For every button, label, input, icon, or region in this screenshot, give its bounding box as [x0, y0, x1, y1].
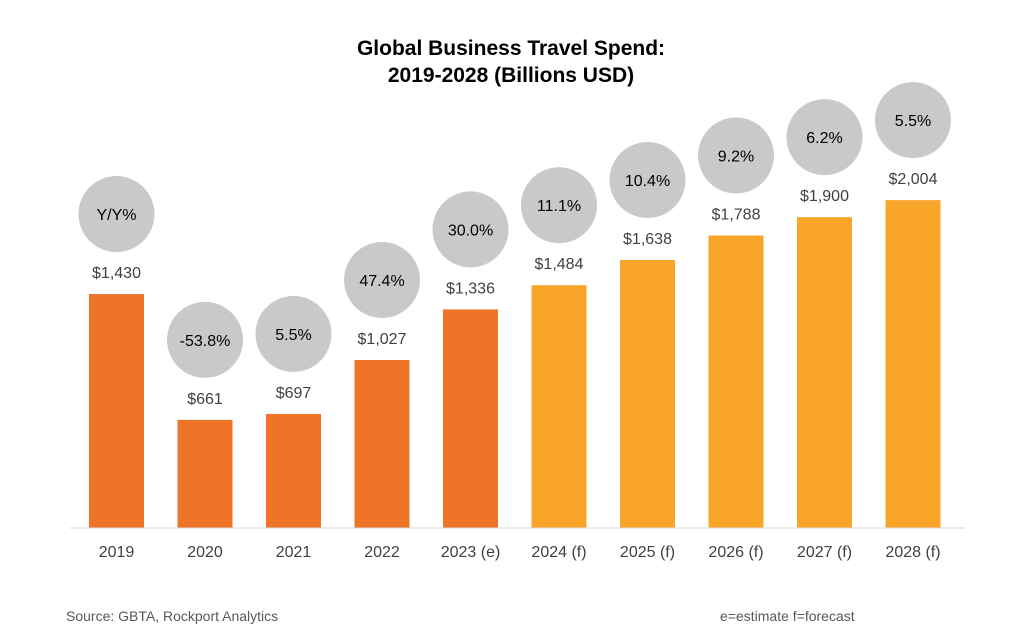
bar [266, 413, 321, 528]
x-tick-label: 2019 [99, 544, 135, 561]
value-label: $1,638 [623, 231, 672, 248]
yoy-bubble [786, 99, 863, 176]
value-label: $661 [187, 391, 223, 408]
x-tick-label: 2027 (f) [797, 544, 852, 561]
yoy-bubble [78, 176, 155, 253]
yoy-bubble [344, 241, 420, 318]
x-tick-label: 2021 [276, 544, 312, 561]
bar [620, 260, 675, 528]
x-tick-label: 2026 (f) [708, 544, 763, 561]
value-label: $1,484 [535, 256, 584, 273]
yoy-label: 47.4% [359, 273, 404, 290]
yoy-bubble [875, 82, 951, 159]
x-tick-label: 2023 (e) [441, 544, 501, 561]
yoy-bubble [521, 167, 597, 244]
yoy-label: 5.5% [895, 113, 931, 130]
x-tick-label: 2025 (f) [620, 544, 675, 561]
yoy-label: Y/Y% [96, 207, 136, 224]
bar [708, 235, 764, 528]
yoy-bubble [698, 117, 774, 194]
bar [797, 217, 852, 528]
yoy-label: 11.1% [537, 198, 581, 215]
bar [885, 200, 941, 528]
value-label: $697 [276, 385, 312, 402]
yoy-bubble [609, 142, 686, 219]
value-label: $2,004 [889, 171, 938, 188]
x-tick-label: 2024 (f) [531, 544, 586, 561]
legend-note: e=estimate f=forecast [720, 608, 855, 624]
yoy-label: 5.5% [275, 327, 311, 344]
x-tick-label: 2022 [364, 544, 400, 561]
value-label: $1,788 [712, 206, 761, 223]
value-label: $1,336 [446, 280, 495, 297]
bar [89, 294, 144, 528]
source-note: Source: GBTA, Rockport Analytics [66, 608, 278, 624]
x-tick-label: 2020 [187, 544, 223, 561]
chart-title-line2: 2019-2028 (Billions USD) [388, 64, 634, 87]
yoy-label: 10.4% [625, 173, 670, 190]
yoy-bubble [167, 301, 243, 378]
value-label: $1,900 [800, 188, 849, 205]
x-tick-label: 2028 (f) [885, 544, 940, 561]
yoy-label: -53.8% [180, 333, 231, 350]
value-label: $1,430 [92, 265, 141, 282]
bar [354, 359, 410, 528]
yoy-label: 9.2% [718, 148, 754, 165]
yoy-label: 6.2% [806, 130, 842, 147]
bar [177, 419, 233, 528]
yoy-bubble [255, 295, 332, 372]
yoy-label: 30.0% [448, 222, 493, 239]
yoy-bubble [432, 191, 509, 268]
value-label: $1,027 [358, 331, 407, 348]
bar [443, 309, 498, 528]
bar [531, 285, 587, 528]
chart-title-line1: Global Business Travel Spend: [357, 37, 665, 60]
